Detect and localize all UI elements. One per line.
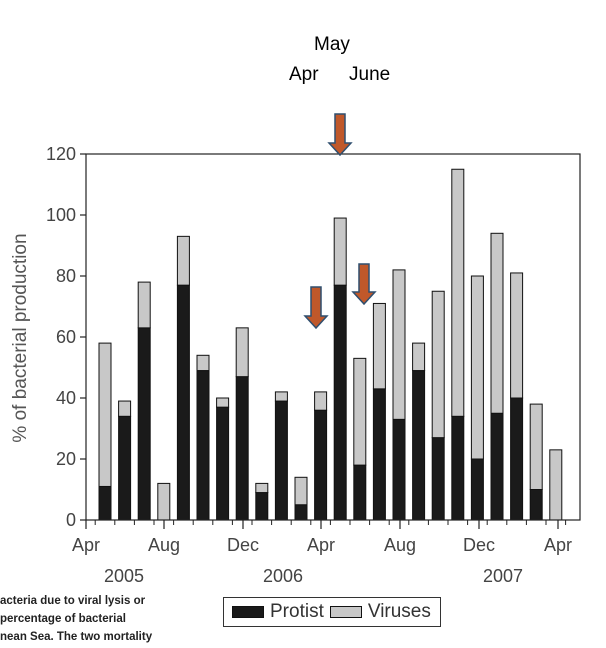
y-tick-label: 100 bbox=[46, 205, 76, 225]
bar-protist bbox=[314, 409, 328, 521]
x-tick-label: Dec bbox=[227, 535, 259, 555]
bar-viruses bbox=[451, 168, 465, 417]
bar-protist bbox=[98, 485, 112, 521]
annotation-apr: Apr bbox=[289, 64, 319, 85]
bar-viruses bbox=[353, 357, 367, 466]
bar-protist bbox=[392, 418, 406, 521]
bar-viruses bbox=[510, 272, 524, 399]
bar-viruses bbox=[196, 354, 210, 372]
bar-protist bbox=[510, 397, 524, 521]
bar-viruses bbox=[490, 232, 504, 414]
down-arrow-icon bbox=[303, 286, 329, 330]
bar-protist bbox=[353, 464, 367, 521]
y-tick-label: 80 bbox=[56, 266, 76, 286]
annotation-june: June bbox=[349, 64, 391, 85]
bar-protist bbox=[235, 376, 249, 521]
y-tick-label: 20 bbox=[56, 449, 76, 469]
bar-protist bbox=[431, 437, 445, 521]
caption-line: percentage of bacterial bbox=[0, 613, 126, 625]
x-tick-label: Apr bbox=[544, 535, 572, 555]
bar-viruses bbox=[529, 403, 543, 491]
y-tick-label: 40 bbox=[56, 388, 76, 408]
year-label: 2007 bbox=[483, 566, 523, 586]
legend-swatch-protist bbox=[232, 606, 264, 618]
bar-protist bbox=[255, 492, 269, 521]
y-axis-label: % of bacterial production bbox=[10, 233, 31, 442]
x-tick-label: Aug bbox=[384, 535, 416, 555]
bar-protist bbox=[490, 412, 504, 521]
x-tick-label: Dec bbox=[463, 535, 495, 555]
bar-protist bbox=[216, 406, 230, 521]
x-tick-label: Aug bbox=[148, 535, 180, 555]
bar-viruses bbox=[157, 482, 171, 521]
legend-swatch-viruses bbox=[329, 606, 362, 618]
bar-protist bbox=[451, 415, 465, 521]
bar-viruses bbox=[372, 302, 386, 390]
bar-viruses bbox=[392, 269, 406, 420]
x-tick-label: Apr bbox=[72, 535, 100, 555]
y-tick-label: 60 bbox=[56, 327, 76, 347]
bar-viruses bbox=[314, 391, 328, 411]
legend: Protist Viruses bbox=[223, 597, 441, 627]
year-label: 2006 bbox=[263, 566, 303, 586]
bar-viruses bbox=[235, 327, 249, 378]
bar-viruses bbox=[255, 482, 269, 494]
bar-viruses bbox=[333, 217, 347, 286]
bars-group bbox=[98, 168, 563, 521]
bar-viruses bbox=[549, 449, 563, 521]
legend-label-protist: Protist bbox=[270, 601, 324, 622]
down-arrow-icon bbox=[327, 113, 353, 157]
bar-protist bbox=[118, 415, 132, 521]
bar-protist bbox=[196, 370, 210, 521]
bar-viruses bbox=[137, 281, 151, 329]
y-tick-label: 120 bbox=[46, 144, 76, 164]
bar-protist bbox=[529, 489, 543, 521]
caption-line: acteria due to viral lysis or bbox=[0, 595, 146, 607]
bar-protist bbox=[333, 284, 347, 521]
bar-viruses bbox=[176, 235, 190, 286]
bar-protist bbox=[470, 458, 484, 521]
bar-protist bbox=[412, 370, 426, 521]
figure-caption-fragment: acteria due to viral lysis or percentage… bbox=[0, 592, 152, 646]
bar-viruses bbox=[470, 275, 484, 460]
year-label: 2005 bbox=[104, 566, 144, 586]
x-tick-label: Apr bbox=[307, 535, 335, 555]
down-arrow-icon bbox=[351, 263, 377, 306]
bar-viruses bbox=[274, 391, 288, 402]
bar-viruses bbox=[216, 397, 230, 408]
y-tick-label: 0 bbox=[66, 510, 76, 530]
caption-line: nean Sea. The two mortality bbox=[0, 631, 153, 643]
annotation-may: May bbox=[314, 34, 350, 55]
bar-protist bbox=[294, 504, 308, 521]
bar-protist bbox=[176, 284, 190, 521]
bar-viruses bbox=[294, 476, 308, 506]
bar-viruses bbox=[412, 342, 426, 372]
bar-viruses bbox=[118, 400, 132, 417]
bar-protist bbox=[274, 400, 288, 521]
arrows-group bbox=[303, 113, 377, 330]
bar-viruses bbox=[98, 342, 112, 487]
bar-protist bbox=[137, 327, 151, 521]
legend-label-viruses: Viruses bbox=[367, 601, 431, 622]
plot-frame bbox=[85, 153, 581, 521]
bar-protist bbox=[372, 388, 386, 521]
bar-viruses bbox=[431, 290, 445, 439]
